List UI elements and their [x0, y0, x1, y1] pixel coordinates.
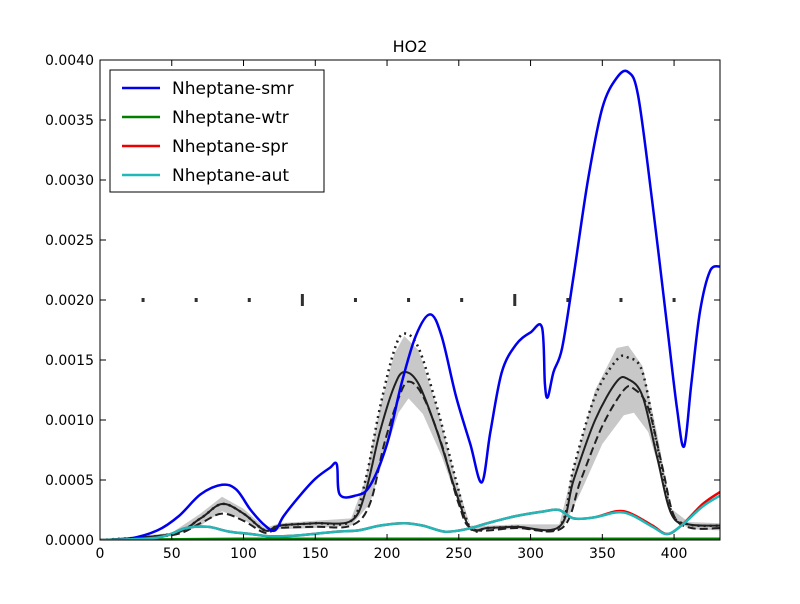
reference-curves	[100, 332, 720, 540]
y-tick-label: 0.0040	[45, 53, 94, 69]
x-axis: 0 50 100 150 200 250 300 350 400	[96, 60, 688, 562]
y-tick-label: 0.0015	[45, 353, 94, 369]
x-tick-label: 0	[96, 546, 105, 562]
legend-box	[109, 69, 325, 193]
marker-tick	[513, 294, 517, 306]
x-tick-label: 200	[374, 546, 401, 562]
series-line-nheptane-smr	[100, 69, 720, 540]
y-tick-label: 0.0030	[45, 173, 94, 189]
marker-tick	[247, 298, 251, 302]
x-tick-label: 50	[163, 546, 181, 562]
marker-tick	[194, 298, 198, 302]
legend: Nheptane-smr Nheptane-wtr Nheptane-spr Nhep…	[109, 69, 325, 193]
x-tick-label: 350	[589, 546, 616, 562]
y-tick-label: 0.0010	[45, 413, 94, 429]
legend-label: Nheptane-aut	[172, 166, 289, 186]
marker-tick	[407, 298, 411, 302]
marker-tick	[619, 298, 623, 302]
legend-label: Nheptane-smr	[172, 79, 294, 99]
y-tick-label: 0.0005	[45, 473, 94, 489]
series-line-nheptane-aut	[100, 494, 720, 540]
marker-tick	[460, 298, 464, 302]
marker-tick	[300, 294, 304, 306]
legend-entry: Nheptane-smr	[122, 79, 294, 99]
legend-entry: Nheptane-spr	[122, 137, 288, 157]
x-tick-label: 250	[445, 546, 472, 562]
reference-curve-dotted	[100, 332, 720, 540]
chart-title: HO2	[393, 37, 428, 56]
marker-rows	[141, 294, 676, 306]
x-tick-label: 400	[661, 546, 688, 562]
marker-tick	[566, 298, 570, 302]
y-tick-label: 0.0020	[45, 293, 94, 309]
marker-tick	[141, 298, 145, 302]
legend-entry: Nheptane-wtr	[122, 108, 289, 128]
y-tick-label: 0.0035	[45, 113, 94, 129]
x-tick-label: 100	[230, 546, 257, 562]
marker-tick	[353, 298, 357, 302]
y-tick-label: 0.0025	[45, 233, 94, 249]
x-tick-label: 300	[517, 546, 544, 562]
y-tick-label: 0.0000	[45, 533, 94, 549]
reference-curve-dashed	[100, 380, 720, 540]
legend-label: Nheptane-wtr	[172, 108, 289, 128]
marker-tick	[672, 298, 676, 302]
x-tick-label: 150	[302, 546, 329, 562]
legend-label: Nheptane-spr	[172, 137, 288, 157]
y-axis: 0.0000 0.0005 0.0010 0.0015 0.0020 0.0025 0.00…	[45, 53, 720, 549]
legend-entry: Nheptane-aut	[122, 166, 289, 186]
